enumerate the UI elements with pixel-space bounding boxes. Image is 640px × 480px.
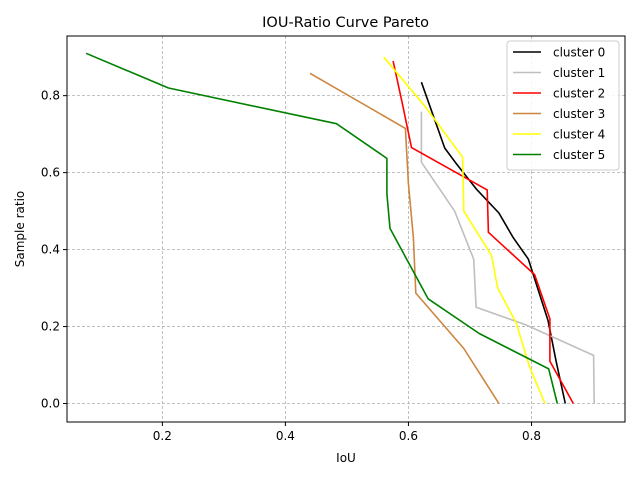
y-tick-label: 0.6 — [41, 166, 60, 180]
legend-label: cluster 1 — [553, 66, 605, 80]
x-axis-label: IoU — [336, 451, 356, 465]
y-axis-label: Sample ratio — [13, 191, 27, 267]
ticks: 0.2 0.4 0.6 0.8 0.0 0.2 0.4 0.6 0.8 — [41, 89, 541, 443]
x-tick-label: 0.4 — [276, 429, 295, 443]
legend-label: cluster 4 — [553, 128, 605, 142]
y-tick-label: 0.2 — [41, 320, 60, 334]
legend: cluster 0 cluster 1 cluster 2 cluster 3 clus… — [506, 40, 620, 171]
x-tick-label: 0.6 — [399, 429, 418, 443]
y-tick-label: 0.0 — [41, 397, 60, 411]
legend-label: cluster 0 — [553, 46, 605, 60]
plot-frame — [66, 35, 626, 423]
y-tick-label: 0.8 — [41, 89, 60, 103]
chart-title: IOU-Ratio Curve Pareto — [262, 15, 429, 31]
series-line-cluster-5 — [85, 52, 559, 404]
series-line-cluster-1 — [420, 111, 595, 404]
legend-label: cluster 5 — [553, 148, 605, 162]
series-line-cluster-2 — [392, 60, 575, 404]
x-tick-label: 0.2 — [153, 429, 172, 443]
series-line-cluster-0 — [420, 81, 567, 404]
series-line-cluster-3 — [309, 72, 500, 404]
series-lines — [85, 52, 595, 404]
x-tick-label: 0.8 — [522, 429, 541, 443]
series-line-cluster-4 — [383, 56, 546, 404]
legend-label: cluster 3 — [553, 107, 605, 121]
legend-label: cluster 2 — [553, 87, 605, 101]
y-tick-label: 0.4 — [41, 243, 60, 257]
